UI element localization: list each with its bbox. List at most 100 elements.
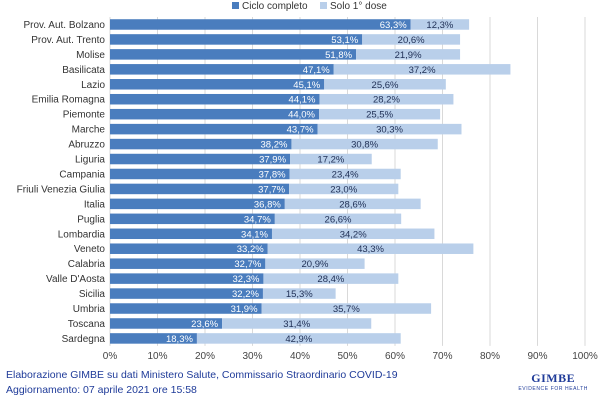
- bar-segment: [110, 49, 357, 60]
- category-label: Lazio: [81, 80, 105, 91]
- source-note: Elaborazione GIMBE su dati Ministero Sal…: [6, 369, 398, 381]
- bar-segment: [289, 183, 399, 195]
- data-label: 17,2%: [317, 155, 344, 166]
- category-label: Calabria: [68, 259, 106, 270]
- bar-segment: [262, 288, 336, 299]
- category-label: Basilicata: [62, 65, 105, 76]
- data-label: 21,9%: [395, 50, 422, 61]
- x-tick-label: 80%: [480, 351, 500, 362]
- category-label: Toscana: [68, 319, 106, 330]
- category-label: Molise: [76, 50, 105, 61]
- data-label: 32,3%: [232, 274, 259, 285]
- legend-swatch: [232, 2, 239, 9]
- bar-segment: [110, 228, 272, 240]
- data-label: 28,4%: [317, 274, 344, 285]
- data-label: 51,8%: [325, 50, 352, 61]
- bar-segment: [110, 34, 363, 45]
- bar-segment: [274, 213, 402, 225]
- data-label: 25,5%: [366, 110, 393, 121]
- bar-segment: [110, 64, 334, 75]
- x-tick-label: 90%: [527, 351, 547, 362]
- bar-segment: [319, 108, 441, 120]
- category-label: Valle D'Aosta: [46, 274, 105, 285]
- data-label: 37,8%: [259, 169, 286, 180]
- bar-segment: [362, 34, 461, 45]
- bar-segment: [271, 228, 435, 240]
- data-label: 44,1%: [289, 95, 316, 106]
- data-label: 43,3%: [357, 244, 384, 255]
- data-label: 18,3%: [166, 334, 193, 345]
- data-label: 34,1%: [241, 229, 268, 240]
- data-label: 33,2%: [237, 244, 264, 255]
- bar-segment: [110, 213, 275, 225]
- bar-segment: [110, 19, 411, 30]
- legend-swatch: [320, 2, 327, 9]
- bar-segment: [263, 273, 399, 284]
- x-tick-label: 20%: [195, 351, 215, 362]
- data-label: 44,0%: [288, 110, 315, 121]
- data-label: 37,9%: [259, 155, 286, 166]
- data-label: 63,3%: [380, 20, 407, 31]
- data-label: 12,3%: [426, 20, 453, 31]
- x-tick-label: 50%: [337, 351, 357, 362]
- data-label: 23,0%: [330, 184, 357, 195]
- category-label: Piemonte: [63, 110, 106, 121]
- category-label: Marche: [72, 125, 106, 136]
- legend-label: Solo 1° dose: [330, 1, 387, 12]
- bar-segment: [196, 333, 401, 344]
- category-label: Puglia: [77, 214, 105, 225]
- bar-segment: [110, 183, 290, 195]
- bar-segment: [284, 198, 421, 210]
- data-label: 38,2%: [261, 140, 288, 151]
- data-label: 43,7%: [287, 125, 314, 136]
- data-label: 15,3%: [286, 289, 313, 300]
- bar-segment: [110, 273, 264, 284]
- bar-segment: [410, 19, 470, 30]
- bar-segment: [333, 64, 511, 75]
- bar-segment: [317, 123, 462, 135]
- x-tick-label: 70%: [432, 351, 452, 362]
- category-label: Italia: [84, 199, 106, 210]
- x-tick-label: 10%: [147, 351, 167, 362]
- update-note: Aggiornamento: 07 aprile 2021 ore 15:58: [6, 384, 197, 396]
- gimbe-logo: GIMBE EVIDENCE FOR HEALTH: [518, 371, 588, 392]
- data-label: 28,6%: [339, 199, 366, 210]
- data-label: 31,4%: [283, 319, 310, 330]
- data-label: 35,7%: [333, 304, 360, 315]
- data-label: 32,2%: [232, 289, 259, 300]
- data-label: 23,4%: [332, 169, 359, 180]
- x-tick-label: 60%: [385, 351, 405, 362]
- bar-segment: [110, 243, 268, 254]
- category-label: Friuli Venezia Giulia: [17, 184, 106, 195]
- legend-label: Ciclo completo: [242, 1, 308, 12]
- category-label: Campania: [59, 169, 105, 180]
- bar-segment: [324, 79, 446, 90]
- category-label: Lombardia: [58, 229, 106, 240]
- data-label: 30,3%: [376, 125, 403, 136]
- category-label: Umbria: [73, 304, 106, 315]
- bar-segment: [319, 93, 454, 105]
- data-label: 23,6%: [191, 319, 218, 330]
- bar-segment: [110, 138, 292, 150]
- bar-segment: [267, 243, 474, 254]
- bar-segment: [110, 93, 320, 105]
- data-label: 45,1%: [293, 80, 320, 91]
- category-label: Emilia Romagna: [32, 95, 106, 106]
- bar-segment: [110, 198, 285, 210]
- logo-subtitle: EVIDENCE FOR HEALTH: [518, 386, 588, 392]
- bar-segment: [356, 49, 461, 60]
- category-label: Liguria: [75, 155, 105, 166]
- logo-text: GIMBE: [531, 371, 576, 385]
- category-label: Prov. Aut. Trento: [31, 35, 105, 46]
- x-tick-label: 0%: [103, 351, 118, 362]
- data-label: 32,7%: [234, 259, 261, 270]
- bar-segment: [261, 303, 432, 314]
- data-label: 26,6%: [325, 214, 352, 225]
- bar-segment: [110, 333, 197, 344]
- category-label: Sardegna: [62, 334, 106, 345]
- bar-segment: [291, 138, 438, 150]
- bar-segment: [110, 123, 318, 135]
- data-label: 47,1%: [303, 65, 330, 76]
- bar-segment: [110, 153, 291, 165]
- bar-segment: [289, 168, 401, 180]
